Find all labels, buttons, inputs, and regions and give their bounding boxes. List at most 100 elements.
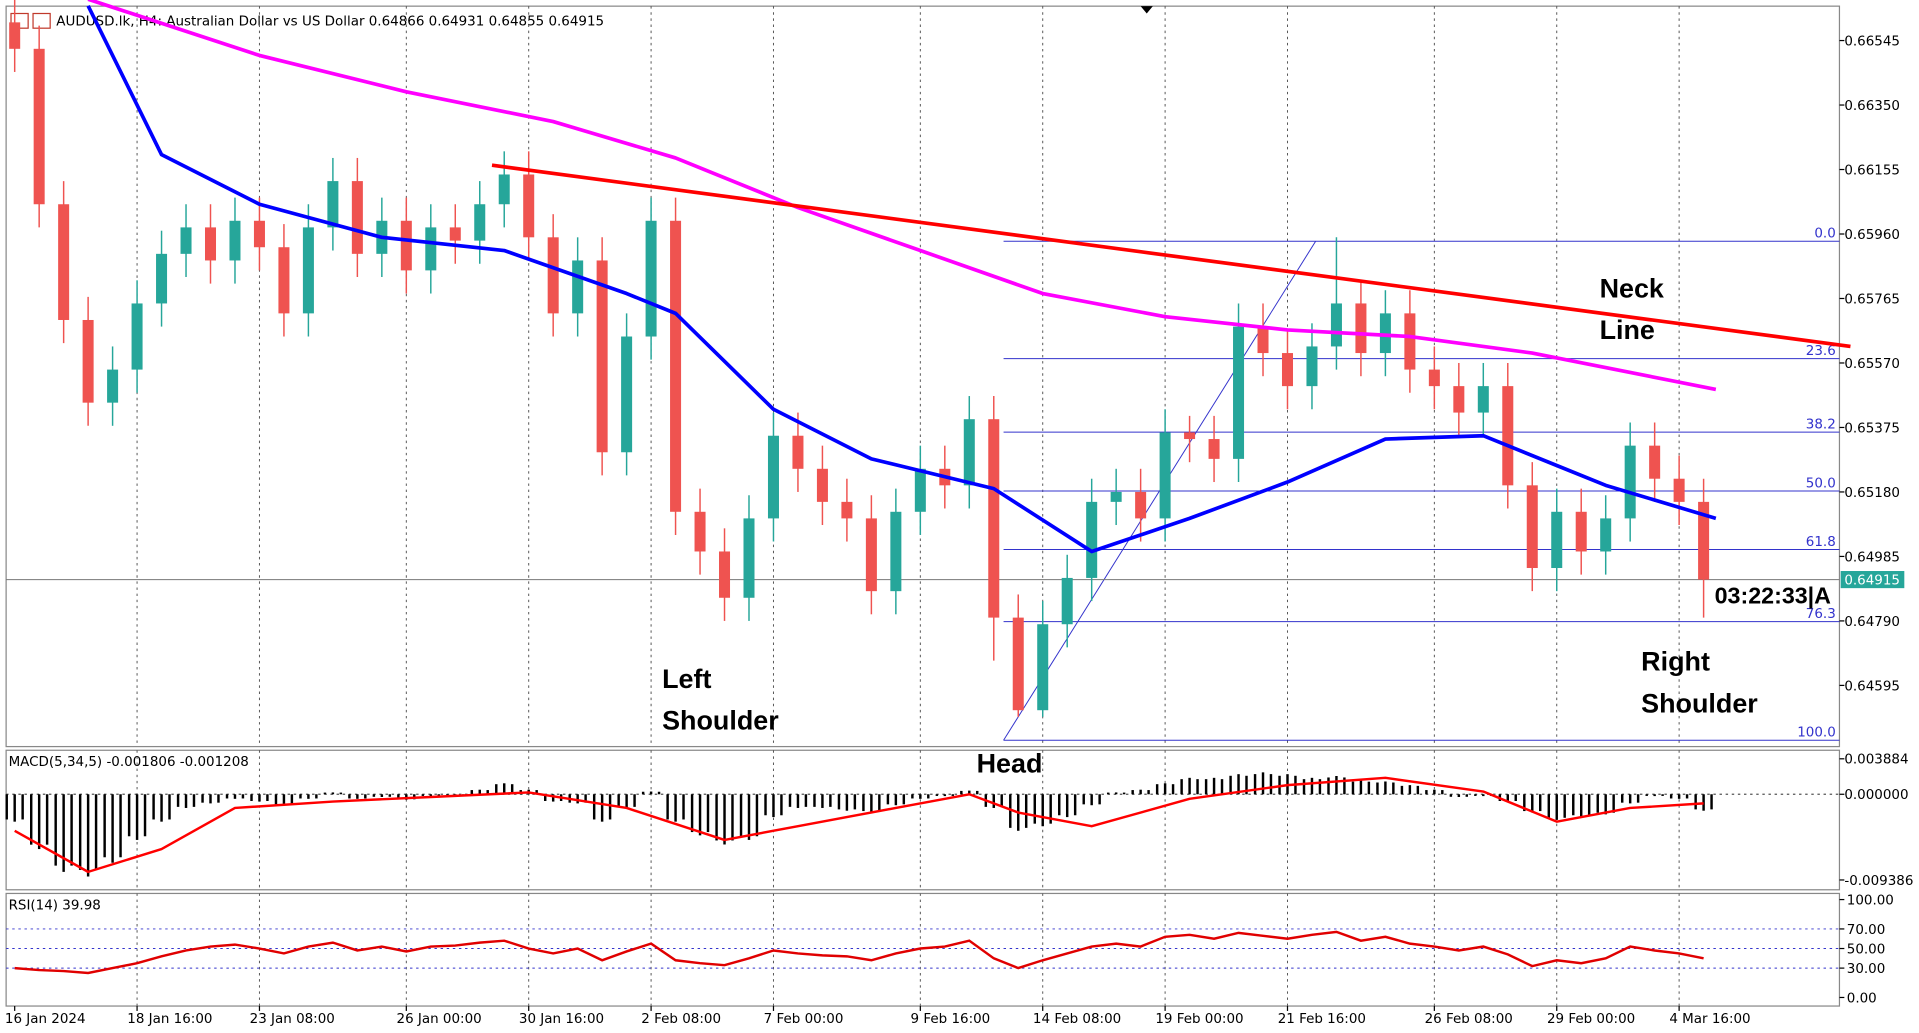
candle-body bbox=[743, 518, 755, 598]
candle-body bbox=[1233, 326, 1245, 459]
candle-body bbox=[131, 303, 143, 370]
candle-body bbox=[621, 336, 633, 453]
candle-body bbox=[180, 227, 192, 254]
candle-body bbox=[1281, 353, 1293, 387]
y-tick-label: 0.64595 bbox=[1844, 679, 1900, 694]
fib-label: 0.0 bbox=[1814, 227, 1835, 242]
x-tick-label: 7 Feb 00:00 bbox=[764, 1012, 844, 1027]
candle-body bbox=[523, 174, 535, 238]
candle-body bbox=[1208, 439, 1220, 459]
y-tick-label: 0.65765 bbox=[1844, 292, 1900, 307]
annotation: Head bbox=[977, 748, 1043, 778]
y-tick-label: 0.003884 bbox=[1844, 753, 1908, 768]
fib-label: 38.2 bbox=[1806, 417, 1836, 432]
x-tick-label: 30 Jan 16:00 bbox=[519, 1012, 604, 1027]
y-tick-label: 0.000000 bbox=[1844, 788, 1908, 803]
candle-body bbox=[988, 419, 1000, 618]
candle-body bbox=[474, 204, 486, 241]
candle-body bbox=[229, 220, 241, 261]
candle-body bbox=[914, 468, 926, 512]
candle-body bbox=[107, 369, 119, 403]
candle-body bbox=[890, 511, 902, 592]
candle-body bbox=[1355, 303, 1367, 354]
candle-body bbox=[645, 220, 657, 337]
candle-body bbox=[1159, 432, 1171, 519]
macd-signal bbox=[14, 776, 1704, 874]
x-tick-label: 23 Jan 08:00 bbox=[250, 1012, 335, 1027]
price-label: 0.64915 bbox=[1844, 573, 1900, 588]
fib-label: 61.8 bbox=[1806, 535, 1836, 550]
plot: 0.66545 0.66350 0.66155 0.65960 0.65765 0.655… bbox=[5, 0, 1913, 1027]
macd-title: MACD(5,34,5) -0.001806 -0.001208 bbox=[9, 755, 249, 770]
moving-average bbox=[87, 0, 1717, 392]
candle-body bbox=[1012, 617, 1024, 711]
candle-body bbox=[1526, 485, 1538, 569]
moving-average bbox=[86, 5, 1717, 554]
x-tick-label: 19 Feb 00:00 bbox=[1155, 1012, 1243, 1027]
candle-body bbox=[253, 220, 265, 248]
x-tick-label: 26 Jan 00:00 bbox=[397, 1012, 482, 1027]
y-tick-label: 0.65960 bbox=[1844, 228, 1900, 243]
candle-body bbox=[816, 468, 828, 502]
fib-label: 50.0 bbox=[1806, 476, 1836, 491]
y-tick-label: 0.65180 bbox=[1844, 486, 1900, 501]
annotation: Right bbox=[1641, 647, 1710, 677]
macd-panel bbox=[5, 749, 1841, 891]
y-tick-label: 0.64985 bbox=[1844, 550, 1900, 565]
candle-body bbox=[82, 319, 94, 403]
candle-body bbox=[302, 227, 314, 314]
candle-body bbox=[547, 237, 559, 314]
candle-body bbox=[1037, 624, 1049, 711]
candle-body bbox=[1257, 326, 1269, 354]
candle-body bbox=[425, 227, 437, 271]
candle-body bbox=[841, 501, 853, 519]
countdown: 03:22:33|A bbox=[1715, 582, 1832, 608]
candle-body bbox=[1698, 501, 1710, 580]
candle-body bbox=[1379, 313, 1391, 354]
candle-body bbox=[1404, 313, 1416, 370]
price-tag bbox=[1840, 571, 1905, 589]
candle-body bbox=[670, 220, 682, 512]
x-tick-label: 18 Jan 16:00 bbox=[127, 1012, 212, 1027]
y-tick-label: 0.66350 bbox=[1844, 99, 1900, 114]
x-tick-label: 29 Feb 00:00 bbox=[1547, 1012, 1635, 1027]
candle-body bbox=[1575, 511, 1587, 552]
rsi-panel bbox=[5, 892, 1841, 1007]
candle-body bbox=[1624, 445, 1636, 519]
fib-label: 76.3 bbox=[1806, 607, 1836, 622]
x-tick-label: 21 Feb 16:00 bbox=[1278, 1012, 1366, 1027]
candle-body bbox=[498, 174, 510, 205]
x-tick-label: 4 Mar 16:00 bbox=[1669, 1012, 1750, 1027]
annotation: Left bbox=[662, 664, 711, 694]
rsi-line bbox=[14, 930, 1704, 975]
candle-body bbox=[1600, 518, 1612, 552]
fib-label: 100.0 bbox=[1797, 726, 1836, 741]
chart-title: AUDUSD.lk, H4: Australian Dollar vs US D… bbox=[56, 15, 604, 30]
candle-body bbox=[351, 181, 363, 254]
candle-body bbox=[1453, 386, 1465, 413]
candle-body bbox=[719, 551, 731, 598]
candle-body bbox=[156, 253, 168, 304]
candle-body bbox=[449, 227, 461, 241]
x-tick-label: 2 Feb 08:00 bbox=[641, 1012, 721, 1027]
annotation: Shoulder bbox=[662, 705, 779, 735]
candle-body bbox=[596, 260, 608, 453]
candle-body bbox=[1135, 491, 1147, 519]
y-tick-label: 0.00 bbox=[1847, 991, 1877, 1006]
x-tick-label: 14 Feb 08:00 bbox=[1033, 1012, 1121, 1027]
candle-body bbox=[1502, 386, 1514, 486]
y-tick-label: 100.00 bbox=[1847, 893, 1894, 908]
y-tick-label: 0.64790 bbox=[1844, 615, 1900, 630]
x-tick-label: 26 Feb 08:00 bbox=[1425, 1012, 1513, 1027]
candle-body bbox=[1551, 511, 1563, 569]
candle-body bbox=[1428, 369, 1440, 387]
candle-body bbox=[1110, 491, 1122, 502]
icon bbox=[32, 12, 51, 29]
candle-body bbox=[1330, 303, 1342, 347]
y-tick-label: 0.65570 bbox=[1844, 357, 1900, 372]
fib-label: 23.6 bbox=[1806, 344, 1836, 359]
y-tick-label: 0.65375 bbox=[1844, 421, 1900, 436]
candle-body bbox=[865, 518, 877, 592]
